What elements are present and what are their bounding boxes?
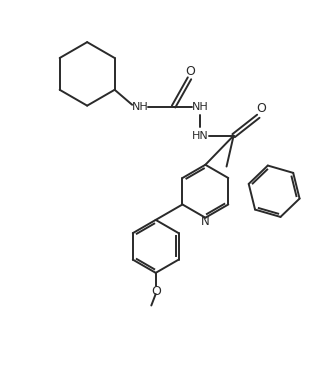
Text: O: O	[185, 65, 195, 78]
Text: O: O	[256, 102, 266, 115]
Text: NH: NH	[132, 102, 148, 112]
Text: NH: NH	[192, 102, 208, 112]
Text: HN: HN	[192, 130, 208, 141]
Text: O: O	[151, 285, 161, 298]
Text: N: N	[201, 215, 210, 228]
